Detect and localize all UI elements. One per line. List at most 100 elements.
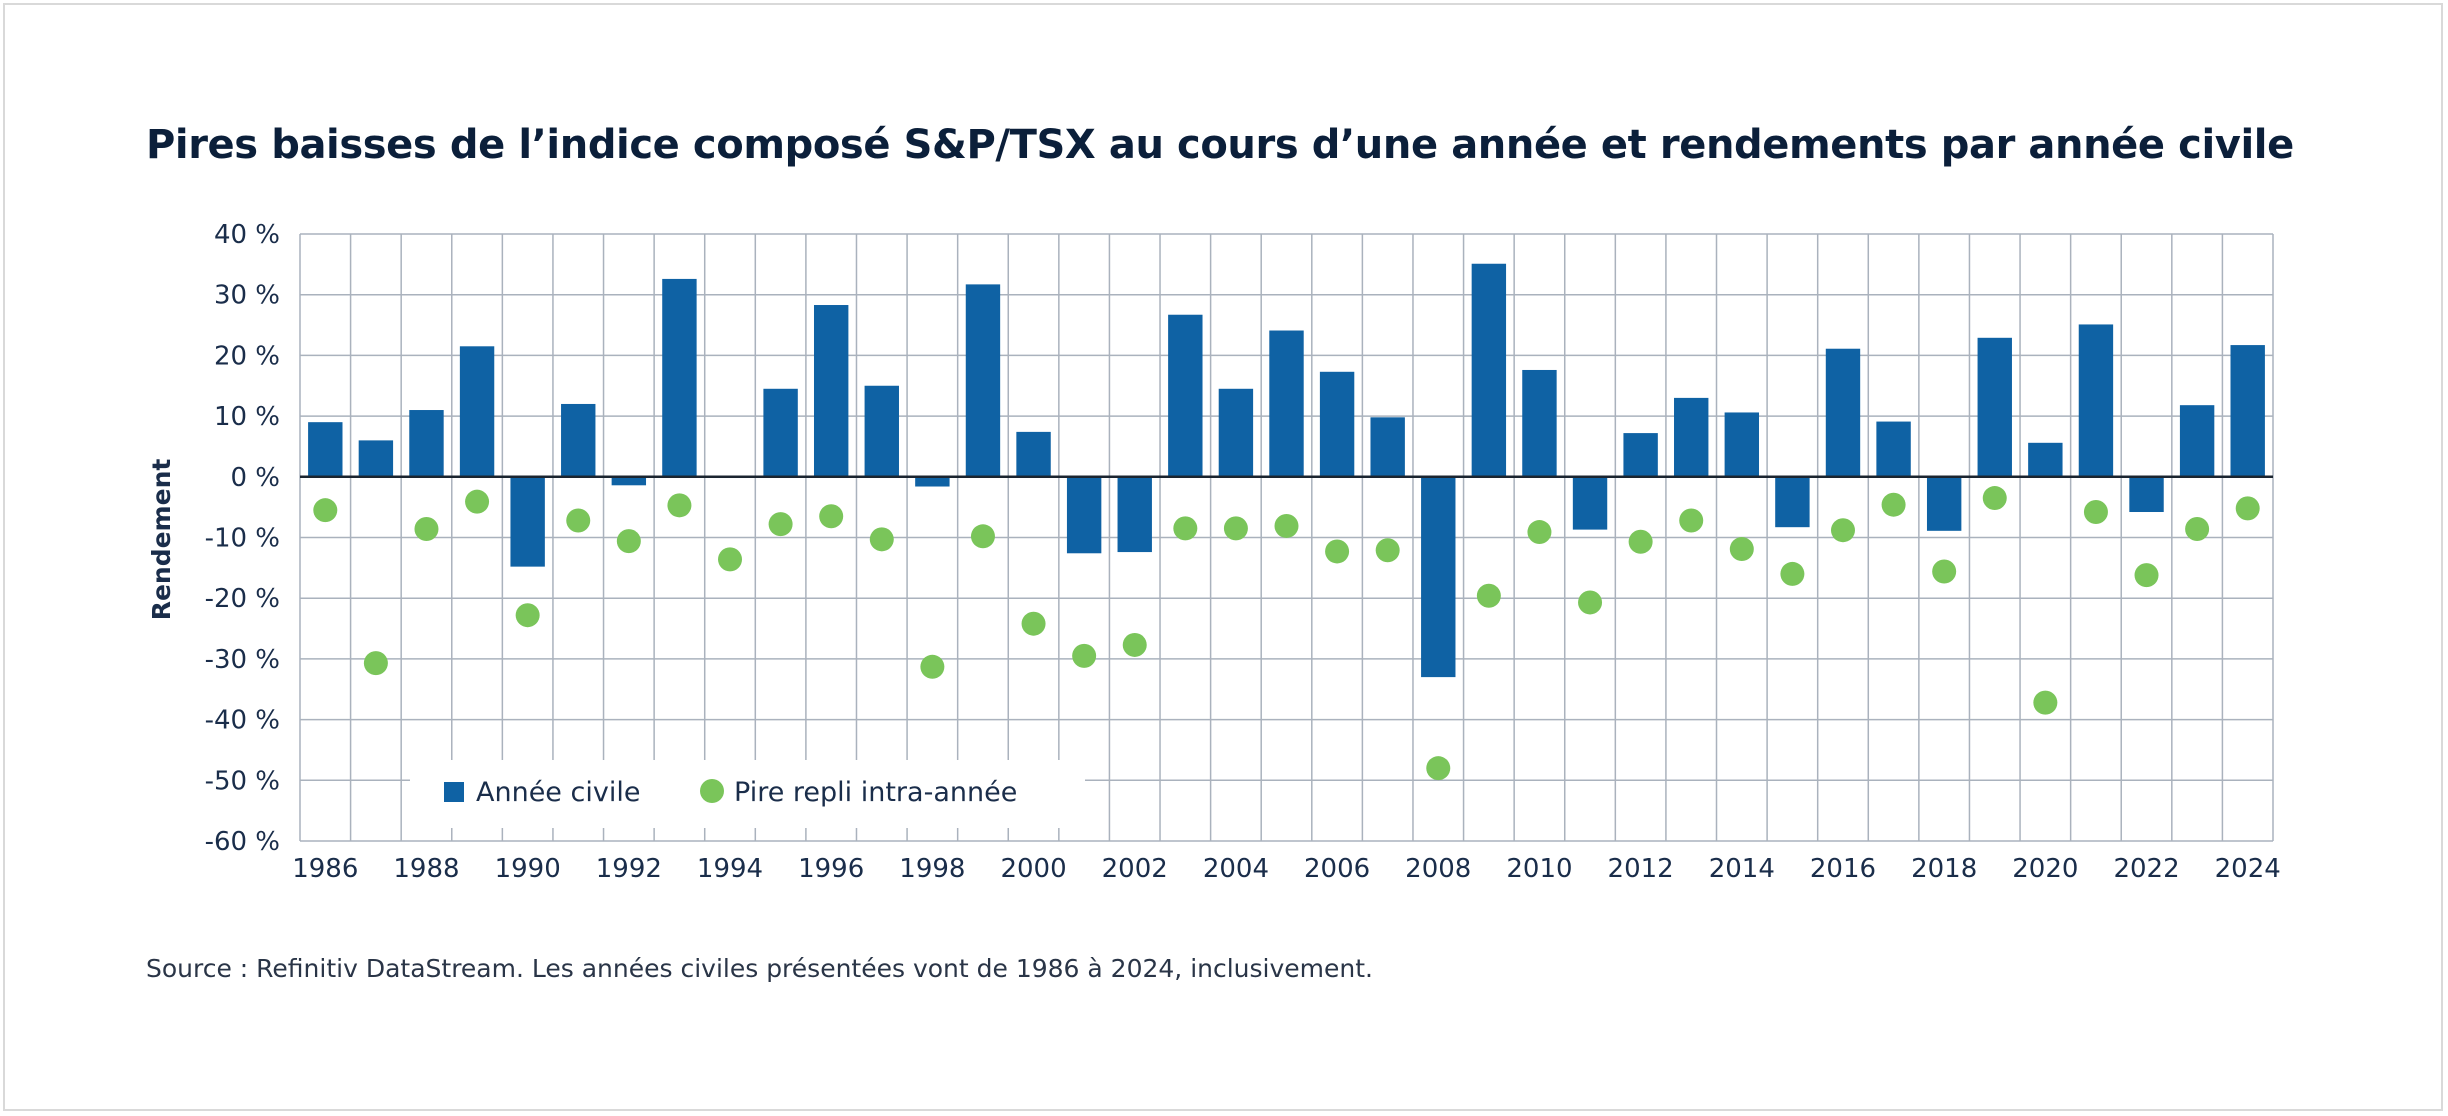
x-axis-ticks: 1986 1988 1990 1992 1994 1996 1998 2000 2002 2004… [292,854,2281,884]
bar-1989 [459,346,495,477]
x-tick-label: 2008 [1405,854,1471,884]
y-tick-label: 20 % [214,341,280,371]
bar-2022 [2129,476,2164,513]
dot-1987 [363,651,388,676]
y-tick-label: -30 % [205,645,280,675]
dot-2023 [2185,517,2210,542]
dot-1990 [515,603,540,628]
bar-1986 [308,422,343,477]
x-tick-label: 2004 [1203,854,1269,884]
x-tick-label: 1986 [292,854,358,884]
bar-1988 [409,410,444,477]
legend-dot-swatch [700,779,724,803]
legend-bar-swatch [444,782,464,802]
x-tick-label: 1996 [798,854,864,884]
bar-2011 [1572,476,1608,530]
dot-2004 [1223,516,1248,541]
dot-2008 [1426,756,1451,781]
bar-2001 [1066,476,1102,554]
legend-background [410,760,1085,828]
bar-1991 [561,403,596,477]
dot-2003 [1173,516,1198,541]
dot-2024 [2235,496,2260,521]
y-tick-label: 10 % [214,402,280,432]
dot-2001 [1072,643,1097,668]
dot-1989 [465,489,490,514]
bar-2013 [1674,397,1709,477]
dot-2019 [1982,486,2007,511]
chart-title: Pires baisses de l’indice composé S&P/TS… [146,122,2294,168]
bar-2020 [2028,442,2063,477]
dot-2018 [1932,559,1957,584]
bar-1995 [763,388,798,477]
bar-2002 [1117,476,1152,553]
dot-1991 [566,508,591,533]
bar-1999 [965,284,1001,477]
legend-dot-label: Pire repli intra-année [734,777,1017,808]
dot-2000 [1021,611,1046,636]
bar-2012 [1623,433,1658,477]
dot-2009 [1476,583,1501,608]
dot-2007 [1375,538,1400,563]
bar-2003 [1168,314,1203,477]
dot-2014 [1729,537,1754,562]
dot-2020 [2033,690,2058,715]
dot-2017 [1881,492,1906,517]
bar-1997 [864,385,899,477]
x-tick-label: 2000 [1000,854,1066,884]
x-tick-label: 1990 [495,854,561,884]
bar-2021 [2078,324,2114,477]
bar-2008 [1421,476,1456,678]
y-axis-ticks: 40 % 30 % 20 % 10 % 0 % -10 % -20 % -30 % -40 % -… [205,220,280,857]
y-tick-label: -20 % [205,584,280,614]
bar-2007 [1370,417,1405,477]
bar-1998 [915,476,950,487]
y-axis-label: Rendement [147,459,176,621]
bar-2017 [1876,421,1911,477]
dot-2006 [1325,539,1350,564]
dot-1999 [970,524,995,549]
x-tick-label: 2016 [1810,854,1876,884]
x-tick-label: 2012 [1608,854,1674,884]
bar-1993 [662,278,697,477]
x-tick-label: 2018 [1911,854,1977,884]
x-tick-label: 2014 [1709,854,1775,884]
dot-2010 [1527,520,1552,545]
y-tick-label: -50 % [205,766,280,796]
bar-2005 [1269,330,1304,477]
x-tick-label: 1988 [393,854,459,884]
y-tick-label: -10 % [205,524,280,554]
x-tick-label: 1992 [596,854,662,884]
dot-1998 [920,654,945,679]
dot-1996 [819,504,844,529]
bar-1990 [510,476,545,567]
legend: Année civile Pire repli intra-année [410,760,1085,828]
dot-1992 [616,529,641,554]
bar-2010 [1522,369,1557,477]
bar-series [308,263,2265,678]
bar-2015 [1775,476,1810,528]
x-tick-label: 2002 [1102,854,1168,884]
bar-2000 [1016,431,1051,477]
y-tick-label: 30 % [214,281,280,311]
bar-2004 [1218,388,1254,477]
x-tick-label: 2024 [2215,854,2281,884]
bar-2009 [1471,263,1507,477]
chart-frame [3,3,2443,1111]
dot-2021 [2083,500,2108,525]
x-tick-label: 2006 [1304,854,1370,884]
x-tick-label: 1998 [899,854,965,884]
dot-2012 [1628,529,1653,554]
dot-1994 [718,547,743,572]
bar-2016 [1825,348,1861,477]
dot-series [313,486,2260,781]
bar-2023 [2179,405,2215,477]
bar-1996 [813,305,849,477]
legend-bar-label: Année civile [476,777,640,808]
dot-1997 [869,527,894,552]
source-note: Source : Refinitiv DataStream. Les année… [146,954,1373,983]
dot-1986 [313,498,338,523]
dot-2002 [1122,632,1147,657]
x-tick-label: 2020 [2012,854,2078,884]
